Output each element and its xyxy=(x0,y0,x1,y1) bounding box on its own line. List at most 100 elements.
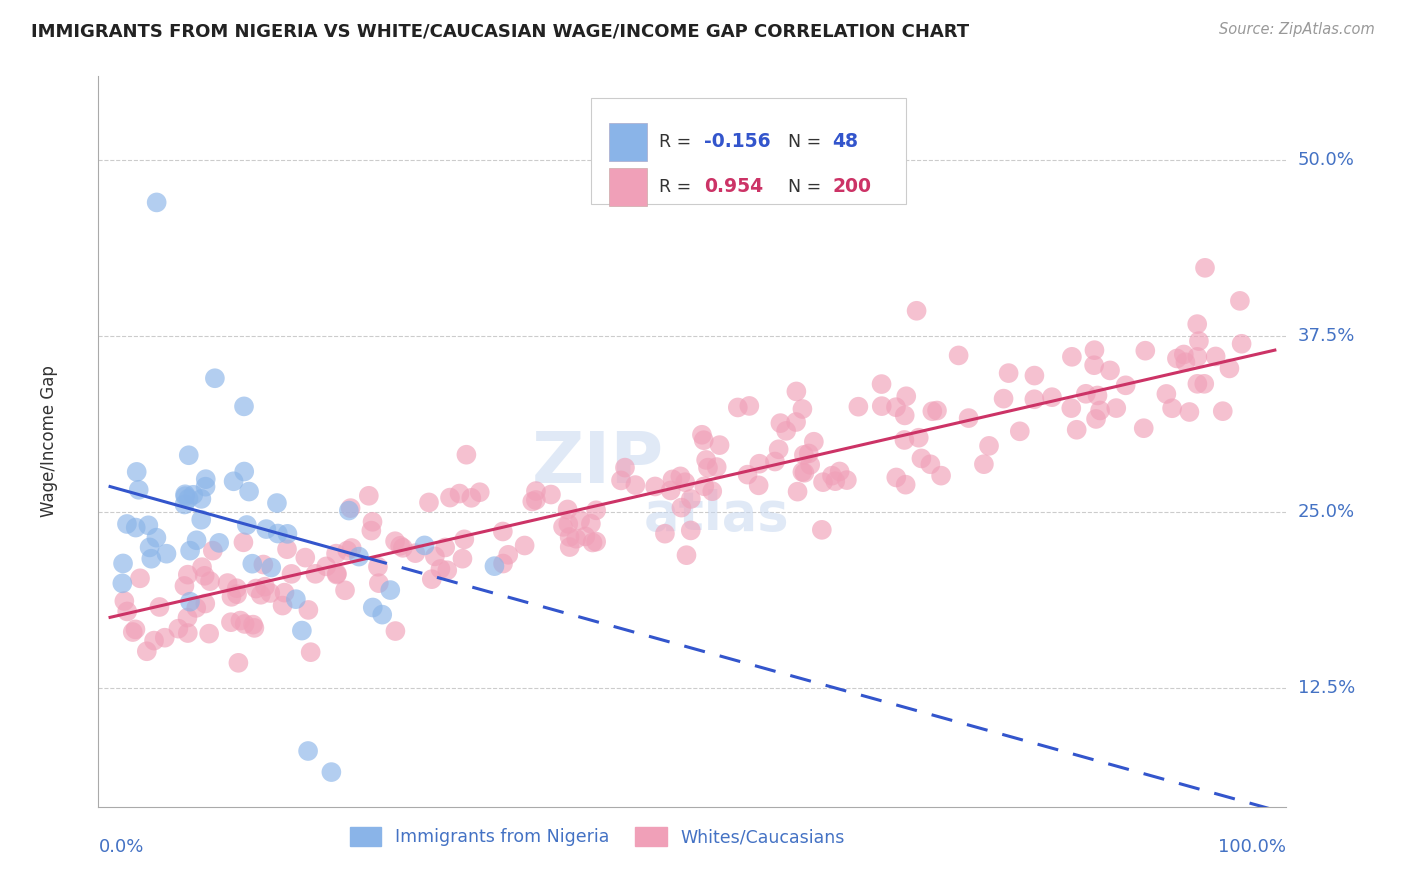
Point xyxy=(1187,350,1209,364)
Point xyxy=(429,562,451,576)
Point xyxy=(367,576,389,591)
Point xyxy=(659,483,682,498)
Point xyxy=(194,597,217,611)
Text: Wage/Income Gap: Wage/Income Gap xyxy=(39,366,58,517)
Point xyxy=(1099,363,1122,377)
Point xyxy=(111,576,134,591)
Point xyxy=(574,529,596,543)
Point xyxy=(238,484,260,499)
Point xyxy=(1187,376,1209,391)
Point xyxy=(894,477,917,491)
Point xyxy=(1074,386,1097,401)
Point xyxy=(524,484,547,499)
Point xyxy=(1166,351,1188,366)
Point xyxy=(243,621,266,635)
Point xyxy=(1132,421,1154,435)
Point xyxy=(167,622,190,636)
Point xyxy=(174,487,197,501)
Text: 200: 200 xyxy=(832,178,872,196)
Point xyxy=(569,513,592,527)
Point xyxy=(347,549,370,564)
Point xyxy=(436,563,458,577)
Point xyxy=(1135,343,1157,358)
Point xyxy=(920,457,942,471)
Point xyxy=(449,486,471,500)
Point xyxy=(484,559,506,574)
Text: 0.954: 0.954 xyxy=(704,178,763,196)
Point xyxy=(948,348,970,362)
Point xyxy=(558,530,581,544)
FancyBboxPatch shape xyxy=(592,98,907,204)
Point xyxy=(792,402,814,417)
Point xyxy=(824,474,846,488)
Point xyxy=(177,567,200,582)
Point xyxy=(229,614,252,628)
Point xyxy=(361,600,384,615)
Point xyxy=(1115,378,1137,392)
Point xyxy=(138,541,160,555)
Point xyxy=(884,400,907,414)
Point xyxy=(1174,355,1197,369)
Point xyxy=(337,503,360,517)
Point xyxy=(1008,425,1031,439)
Point xyxy=(870,399,893,413)
Point xyxy=(702,484,724,499)
Point xyxy=(297,744,319,758)
Legend: Immigrants from Nigeria, Whites/Caucasians: Immigrants from Nigeria, Whites/Caucasia… xyxy=(343,821,852,854)
Text: -0.156: -0.156 xyxy=(704,132,770,151)
Point xyxy=(260,560,283,574)
Point xyxy=(893,409,915,423)
Point xyxy=(748,457,770,471)
Point xyxy=(957,411,980,425)
Point xyxy=(929,468,952,483)
Point xyxy=(145,531,167,545)
Point xyxy=(380,583,402,598)
Point xyxy=(551,520,574,534)
Text: N =: N = xyxy=(787,133,827,151)
Point xyxy=(669,469,692,483)
Point xyxy=(693,433,716,447)
Point xyxy=(121,625,143,640)
Point xyxy=(793,466,815,480)
Point xyxy=(232,535,254,549)
Point xyxy=(177,626,200,640)
Point xyxy=(797,446,820,460)
Point xyxy=(792,465,814,479)
Point xyxy=(828,465,851,479)
Point xyxy=(174,489,197,503)
Point xyxy=(693,479,716,493)
Point xyxy=(439,491,461,505)
Point xyxy=(143,633,166,648)
Point xyxy=(198,574,221,589)
Point xyxy=(709,438,731,452)
Point xyxy=(420,572,443,586)
Point xyxy=(326,566,349,581)
Point xyxy=(697,460,720,475)
Point xyxy=(1156,387,1178,401)
Point xyxy=(294,550,316,565)
Point xyxy=(799,458,821,472)
Point xyxy=(304,566,326,581)
Point xyxy=(190,513,212,527)
Point xyxy=(384,624,406,638)
Point xyxy=(226,587,249,601)
Point xyxy=(524,493,547,508)
Point xyxy=(1083,343,1105,358)
Point xyxy=(125,465,148,479)
Point xyxy=(236,518,259,533)
Point xyxy=(1066,423,1088,437)
Point xyxy=(418,495,440,509)
Point xyxy=(579,516,602,531)
Point xyxy=(786,484,808,499)
Point xyxy=(221,590,243,604)
Point xyxy=(291,624,314,638)
Point xyxy=(496,548,519,562)
Point xyxy=(194,472,217,486)
Point xyxy=(581,535,603,549)
Point xyxy=(389,539,412,553)
Point xyxy=(333,583,356,598)
Point xyxy=(921,404,943,418)
Point xyxy=(654,526,676,541)
Point xyxy=(1083,358,1105,372)
Point xyxy=(492,557,515,571)
